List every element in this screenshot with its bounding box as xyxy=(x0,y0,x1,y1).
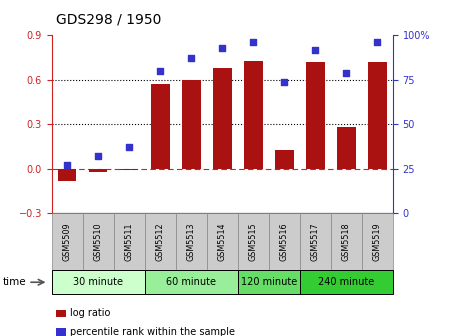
Point xyxy=(219,45,226,50)
Point xyxy=(95,154,102,159)
Bar xyxy=(362,213,393,270)
Bar xyxy=(331,213,362,270)
Text: GSM5515: GSM5515 xyxy=(249,223,258,261)
Text: log ratio: log ratio xyxy=(70,308,110,319)
Bar xyxy=(145,270,238,294)
Point xyxy=(64,163,71,168)
Bar xyxy=(368,62,387,169)
Text: 60 minute: 60 minute xyxy=(166,277,216,287)
Bar xyxy=(306,62,325,169)
Bar xyxy=(52,213,83,270)
Bar xyxy=(337,127,356,169)
Bar xyxy=(58,169,76,181)
Bar xyxy=(269,213,300,270)
Text: GSM5510: GSM5510 xyxy=(94,223,103,261)
Bar xyxy=(120,169,138,170)
Point xyxy=(250,40,257,45)
Bar xyxy=(52,270,145,294)
Bar xyxy=(238,270,300,294)
Text: GSM5509: GSM5509 xyxy=(63,223,72,261)
Point xyxy=(281,79,288,84)
Bar xyxy=(145,213,176,270)
Bar xyxy=(89,169,107,172)
Bar xyxy=(300,213,331,270)
Text: GSM5511: GSM5511 xyxy=(125,223,134,261)
Text: 240 minute: 240 minute xyxy=(318,277,374,287)
Text: GSM5512: GSM5512 xyxy=(156,223,165,261)
Text: 120 minute: 120 minute xyxy=(241,277,297,287)
Point xyxy=(374,40,381,45)
Text: GSM5514: GSM5514 xyxy=(218,223,227,261)
Bar xyxy=(300,270,393,294)
Text: GSM5517: GSM5517 xyxy=(311,223,320,261)
Point xyxy=(188,56,195,61)
Point xyxy=(126,145,133,150)
Bar xyxy=(114,213,145,270)
Bar xyxy=(83,213,114,270)
Text: GSM5519: GSM5519 xyxy=(373,223,382,261)
Text: time: time xyxy=(2,277,26,287)
Bar xyxy=(213,68,232,169)
Bar xyxy=(176,213,207,270)
Point xyxy=(343,70,350,75)
Bar xyxy=(238,213,269,270)
Bar xyxy=(182,80,201,169)
Bar xyxy=(151,84,170,169)
Bar xyxy=(207,213,238,270)
Point xyxy=(312,47,319,52)
Text: GSM5518: GSM5518 xyxy=(342,223,351,261)
Text: percentile rank within the sample: percentile rank within the sample xyxy=(70,327,234,336)
Text: GSM5516: GSM5516 xyxy=(280,223,289,261)
Bar xyxy=(244,60,263,169)
Text: GDS298 / 1950: GDS298 / 1950 xyxy=(56,13,162,27)
Text: GSM5513: GSM5513 xyxy=(187,223,196,261)
Point xyxy=(157,68,164,74)
Bar xyxy=(275,150,294,169)
Text: 30 minute: 30 minute xyxy=(73,277,123,287)
